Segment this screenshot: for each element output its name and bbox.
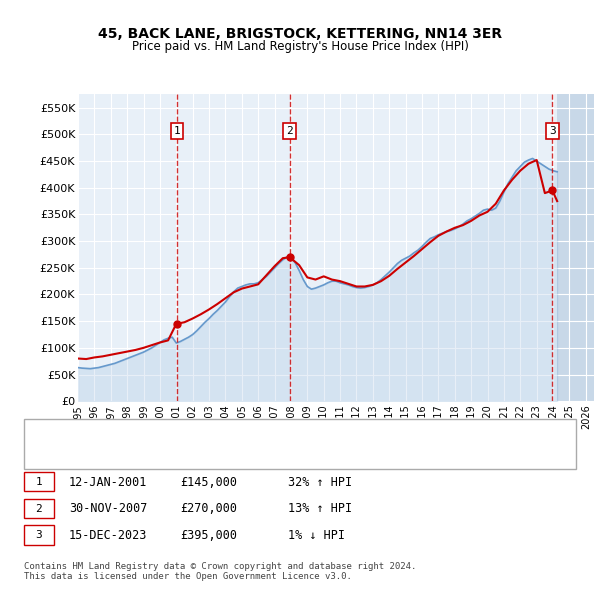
Text: This data is licensed under the Open Government Licence v3.0.: This data is licensed under the Open Gov… [24, 572, 352, 581]
Text: 1% ↓ HPI: 1% ↓ HPI [288, 529, 345, 542]
Text: £145,000: £145,000 [180, 476, 237, 489]
Text: 13% ↑ HPI: 13% ↑ HPI [288, 502, 352, 515]
Text: 2: 2 [35, 504, 43, 513]
Text: 3: 3 [549, 126, 556, 136]
Text: 15-DEC-2023: 15-DEC-2023 [69, 529, 148, 542]
Text: 30-NOV-2007: 30-NOV-2007 [69, 502, 148, 515]
Text: £395,000: £395,000 [180, 529, 237, 542]
Text: 45, BACK LANE, BRIGSTOCK, KETTERING, NN14 3ER (detached house): 45, BACK LANE, BRIGSTOCK, KETTERING, NN1… [93, 428, 481, 438]
Text: £270,000: £270,000 [180, 502, 237, 515]
Text: 32% ↑ HPI: 32% ↑ HPI [288, 476, 352, 489]
Text: 45, BACK LANE, BRIGSTOCK, KETTERING, NN14 3ER: 45, BACK LANE, BRIGSTOCK, KETTERING, NN1… [98, 27, 502, 41]
Text: Contains HM Land Registry data © Crown copyright and database right 2024.: Contains HM Land Registry data © Crown c… [24, 562, 416, 571]
Text: ————: ———— [39, 448, 69, 461]
Text: 3: 3 [35, 530, 43, 540]
Text: 1: 1 [173, 126, 181, 136]
Text: 2: 2 [286, 126, 293, 136]
Text: Price paid vs. HM Land Registry's House Price Index (HPI): Price paid vs. HM Land Registry's House … [131, 40, 469, 53]
Text: HPI: Average price, detached house, North Northamptonshire: HPI: Average price, detached house, Nort… [93, 450, 455, 460]
Bar [557, 94, 594, 401]
Text: 12-JAN-2001: 12-JAN-2001 [69, 476, 148, 489]
Text: ————: ———— [39, 427, 69, 440]
Text: 1: 1 [35, 477, 43, 487]
